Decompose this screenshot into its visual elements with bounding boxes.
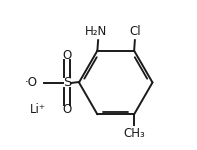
Text: Li⁺: Li⁺: [30, 103, 46, 116]
Text: ·O: ·O: [25, 76, 38, 88]
Text: O: O: [62, 49, 72, 62]
Text: H₂N: H₂N: [85, 25, 107, 38]
Text: O: O: [62, 103, 72, 116]
Text: Cl: Cl: [130, 25, 141, 38]
Text: S: S: [63, 76, 71, 89]
Text: CH₃: CH₃: [123, 127, 145, 140]
